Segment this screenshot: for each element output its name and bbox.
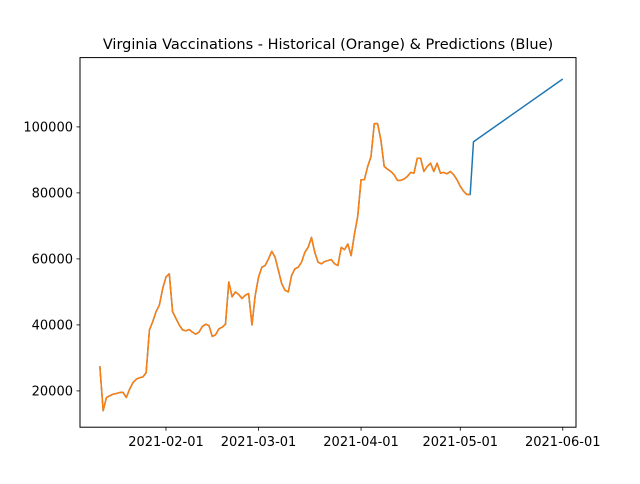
y-tick-label: 40000: [32, 318, 73, 333]
x-tick-label: 2021-06-01: [525, 435, 601, 450]
series-line-2: [99, 122, 471, 412]
x-axis: 2021-02-01 2021-03-01 2021-04-01 2021-05-01…: [128, 427, 601, 450]
x-tick-label: 2021-02-01: [128, 435, 204, 450]
x-tick-label: 2021-04-01: [323, 435, 399, 450]
y-tick-label: 100000: [23, 120, 73, 135]
x-tick-label: 2021-05-01: [422, 435, 498, 450]
y-tick-label: 20000: [32, 384, 73, 399]
plot-lines: [99, 78, 564, 412]
y-tick-label: 60000: [32, 252, 73, 267]
y-tick-label: 80000: [32, 186, 73, 201]
x-tick-label: 2021-03-01: [221, 435, 297, 450]
y-axis: 20000 40000 60000 80000 100000: [23, 120, 80, 399]
plot-area-frame: [79, 57, 577, 428]
chart-title: Virginia Vaccinations - Historical (Oran…: [103, 37, 553, 53]
